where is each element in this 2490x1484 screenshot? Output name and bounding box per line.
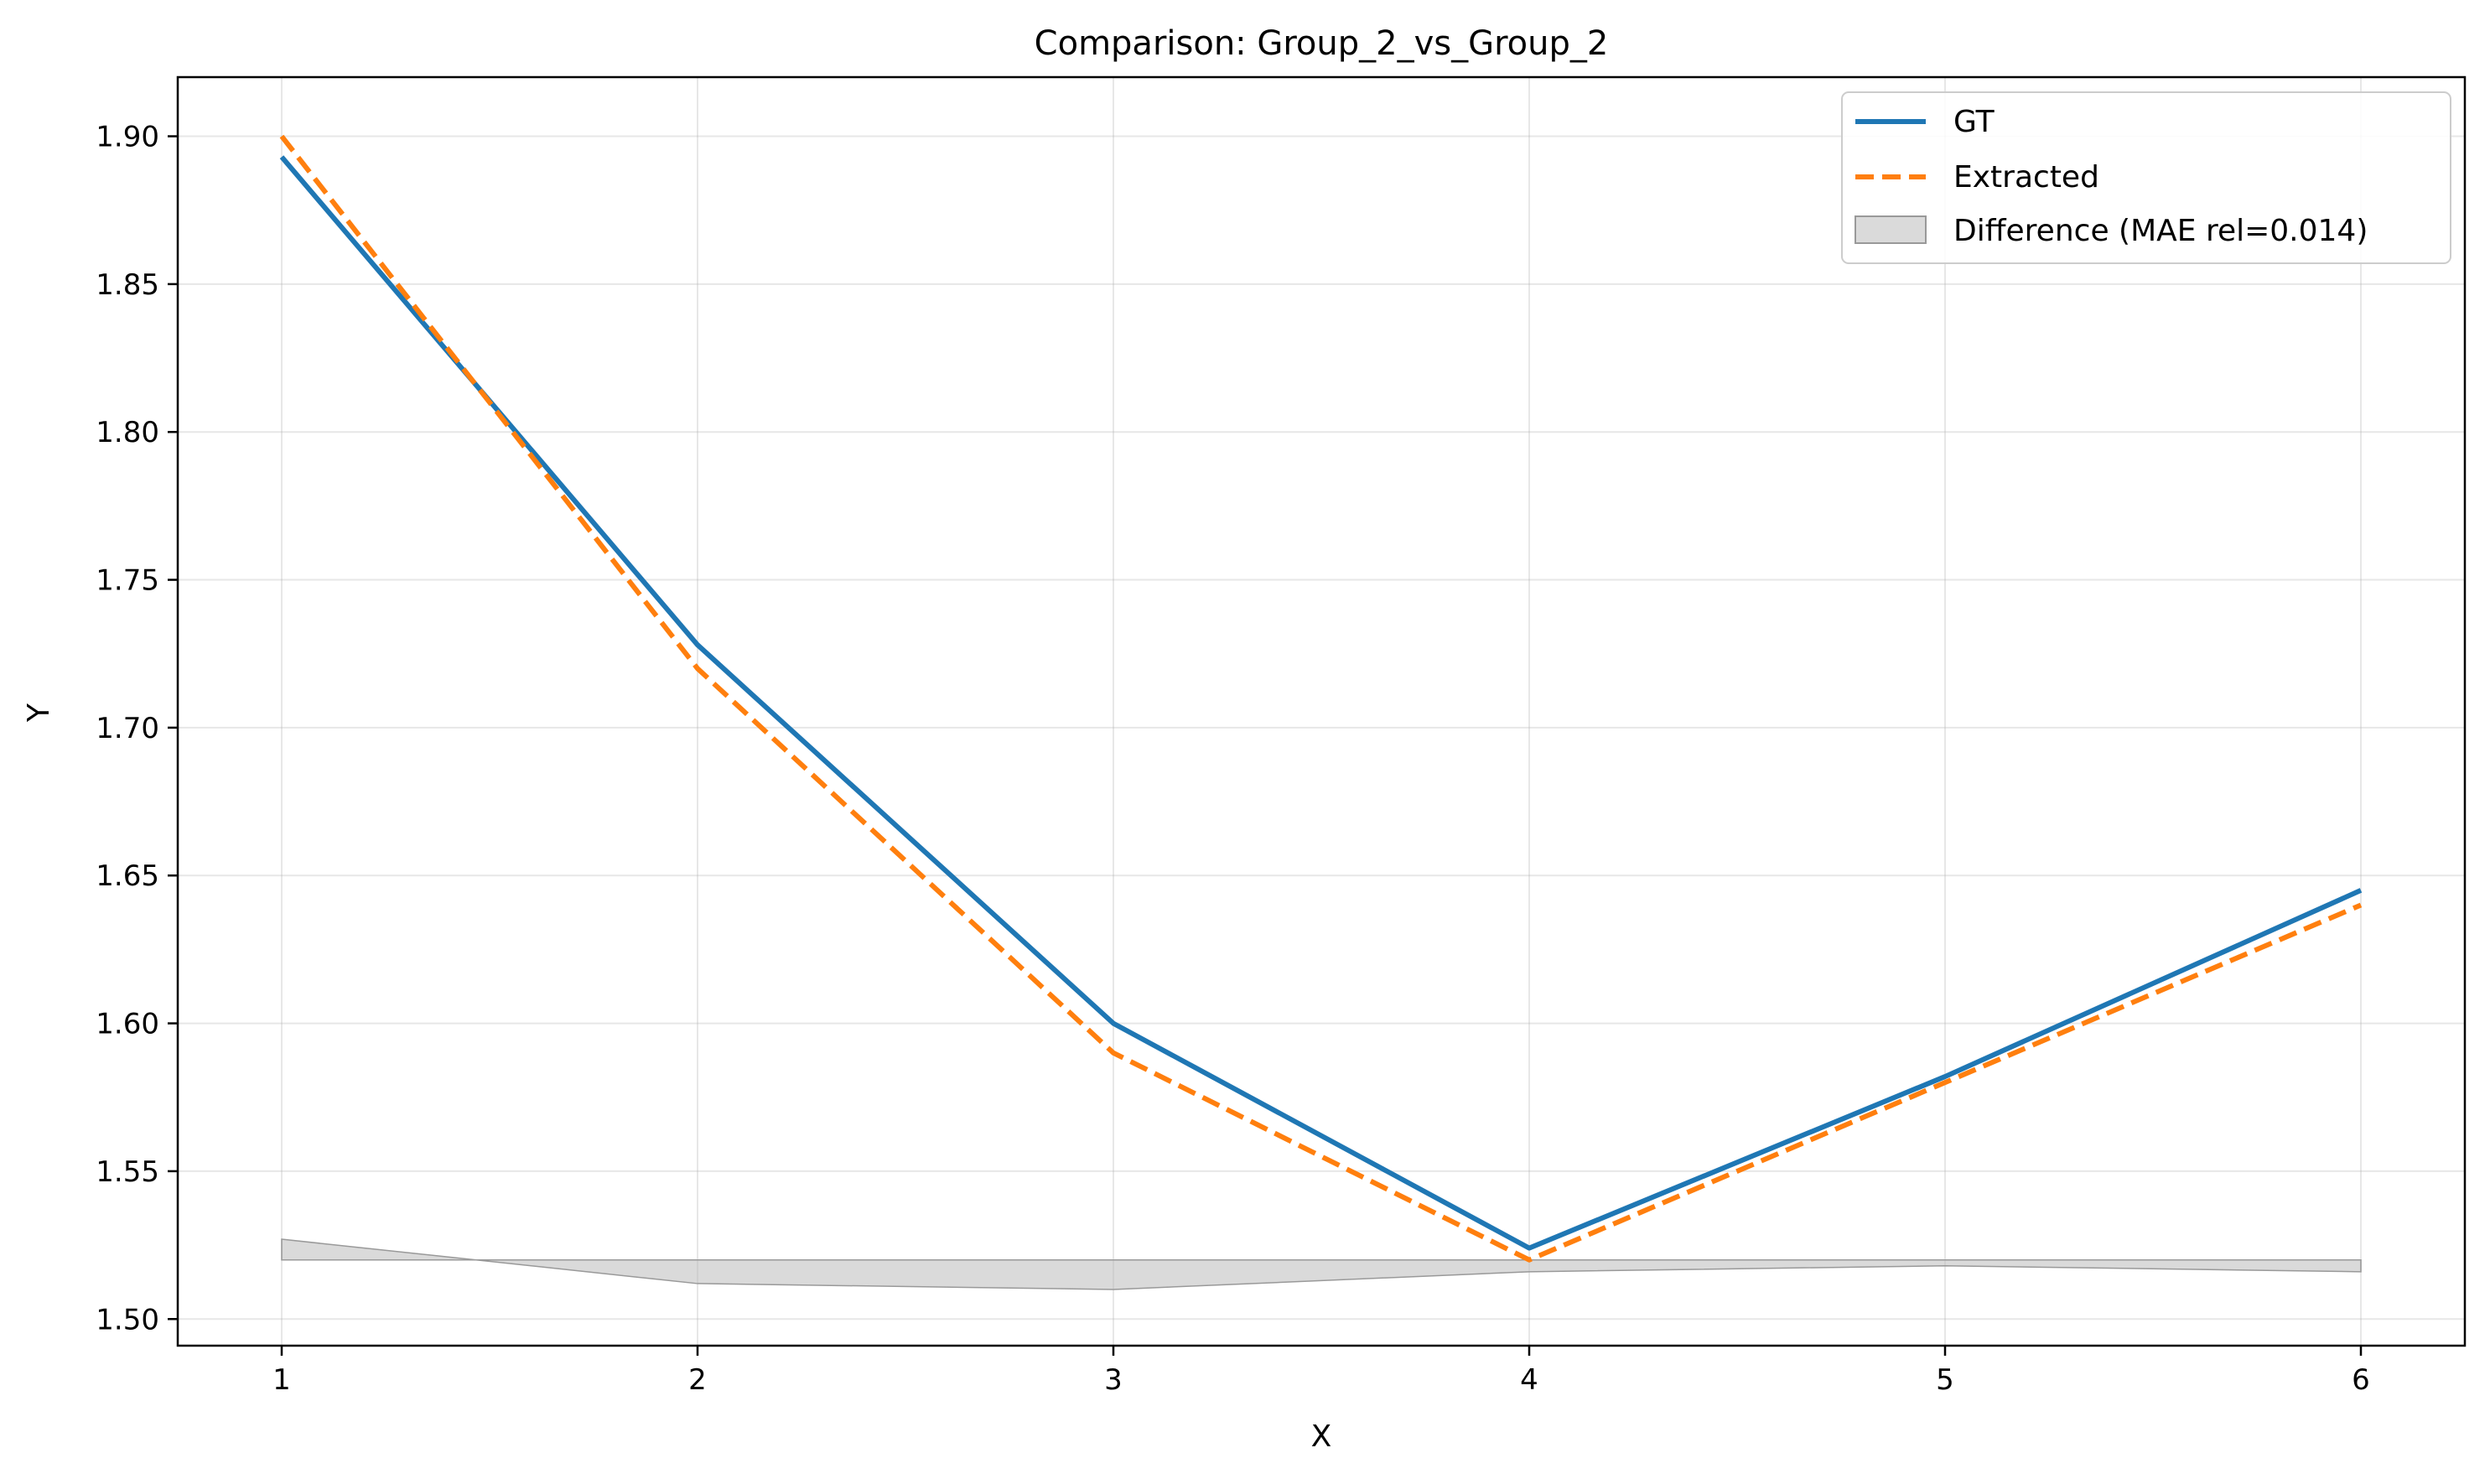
y-tick-label: 1.90: [96, 121, 159, 154]
x-tick-label: 3: [1104, 1363, 1123, 1397]
legend-label-gt: GT: [1953, 105, 1995, 139]
x-tick-label: 1: [272, 1363, 291, 1397]
x-axis-label: X: [1311, 1419, 1332, 1454]
gt-series-line: [279, 155, 2363, 1251]
ticks: 1 2 3 4 5 6 1.50 1.55 1.60 1.65 1.70 1.75 1.80 1.85 1.…: [96, 121, 2370, 1397]
difference-band: [281, 1238, 2362, 1290]
grid: [178, 77, 2465, 1346]
x-tick-label: 5: [1936, 1363, 1954, 1397]
x-tick-label: 4: [1520, 1363, 1538, 1397]
y-tick-label: 1.50: [96, 1303, 159, 1336]
y-tick-label: 1.85: [96, 268, 159, 302]
legend-box: [1841, 91, 2451, 264]
legend-label-extracted: Extracted: [1953, 160, 2099, 195]
x-tick-label: 6: [2352, 1363, 2370, 1397]
y-tick-label: 1.75: [96, 564, 159, 598]
y-tick-label: 1.70: [96, 712, 159, 745]
y-tick-label: 1.60: [96, 1008, 159, 1041]
y-axis-label: Y: [22, 703, 56, 723]
y-tick-label: 1.80: [96, 416, 159, 449]
y-tick-label: 1.65: [96, 859, 159, 893]
extracted-series-line: [279, 134, 2363, 1263]
y-tick-label: 1.55: [96, 1155, 159, 1189]
chart-title: Comparison: Group_2_vs_Group_2: [1035, 24, 1609, 63]
series-layer: [279, 134, 2363, 1263]
legend-label-difference: Difference (MAE rel=0.014): [1953, 214, 2368, 248]
legend: GT Extracted Difference (MAE rel=0.014): [1841, 91, 2451, 264]
legend-swatch-difference: [1855, 215, 1927, 244]
x-tick-label: 2: [688, 1363, 707, 1397]
plot-frame: [176, 75, 2467, 1347]
difference-band-layer: [281, 1238, 2362, 1290]
